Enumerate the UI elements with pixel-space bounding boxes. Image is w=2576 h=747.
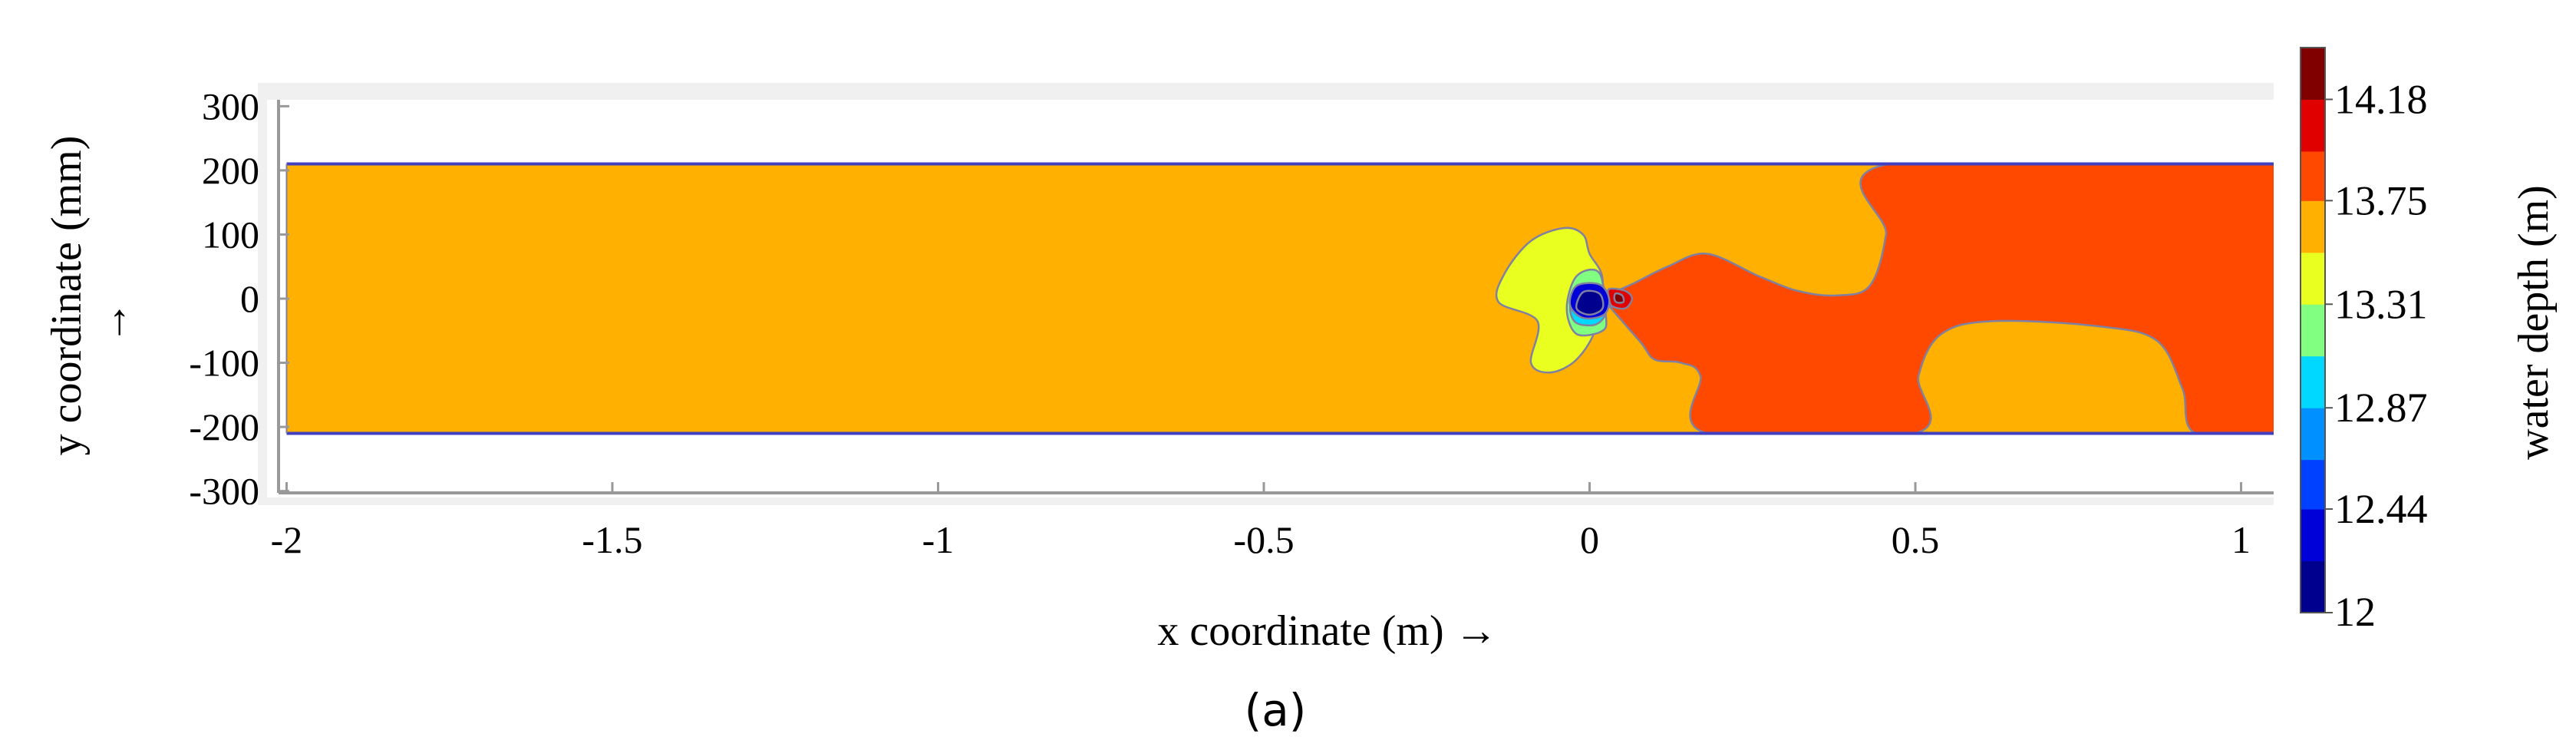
y-tick-label: -200 (189, 405, 259, 448)
depth-region-7 (1613, 292, 1625, 304)
depth-regions (286, 164, 2274, 434)
colorbar-tick-label: 12.87 (2334, 385, 2428, 431)
x-tick-label: 0 (1580, 518, 1599, 561)
y-tick-label: 100 (202, 213, 259, 256)
colorbar-border (2300, 47, 2326, 613)
x-tick-label: -2 (271, 518, 303, 561)
colorbar-segment (2301, 48, 2325, 100)
colorbar-tick-label: 12.44 (2334, 486, 2428, 532)
y-tick-label: -100 (189, 342, 259, 385)
y-tick-label: 0 (240, 277, 259, 320)
x-axis-title: x coordinate (m) → (1157, 607, 1497, 655)
colorbar-segment (2301, 459, 2325, 510)
colorbar-segment (2301, 304, 2325, 357)
colorbar: 12 12.44 12.87 13.31 13.75 14.18 (2300, 47, 2428, 635)
y-tick-label: 200 (202, 149, 259, 192)
figure-caption: (a) (1245, 684, 1307, 736)
colorbar-segment (2301, 99, 2325, 152)
x-tick-label: -0.5 (1233, 518, 1294, 561)
colorbar-tick-label: 13.31 (2334, 281, 2428, 327)
colorbar-segment (2301, 560, 2325, 613)
y-axis-title: y coordinate (mm) (43, 136, 91, 456)
colorbar-segment (2301, 408, 2325, 461)
colorbar-segment (2301, 252, 2325, 305)
axes (277, 100, 2274, 494)
depth-region-5 (1575, 289, 1605, 316)
colorbar-segment (2301, 150, 2325, 201)
colorbar-tick-label: 12 (2334, 589, 2376, 635)
depth-region-0 (1605, 164, 2274, 434)
y-axis-arrow: → (89, 301, 137, 344)
colorbar-tick-label: 14.18 (2334, 76, 2428, 122)
x-tick-labels: -2 -1.5 -1 -0.5 0 0.5 1 (271, 518, 2251, 561)
x-tick-label: 0.5 (1892, 518, 1940, 561)
colorbar-title: water depth (m) (2510, 185, 2558, 460)
y-tick-label: 300 (202, 84, 259, 127)
colorbar-tick-label: 13.75 (2334, 177, 2428, 223)
colorbar-segment (2301, 509, 2325, 562)
x-tick-label: -1 (922, 518, 955, 561)
y-tick-label: -300 (189, 470, 259, 513)
x-tick-label: -1.5 (582, 518, 642, 561)
x-tick-label: 1 (2231, 518, 2251, 561)
colorbar-segment (2301, 200, 2325, 253)
colorbar-segment (2301, 355, 2325, 408)
y-tick-labels: 300 200 100 0 -100 -200 -300 (189, 84, 259, 512)
